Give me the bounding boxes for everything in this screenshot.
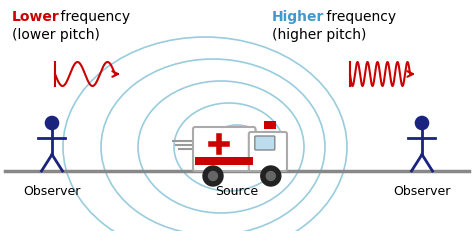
Circle shape <box>415 117 428 130</box>
Text: (lower pitch): (lower pitch) <box>12 28 100 42</box>
FancyBboxPatch shape <box>255 137 275 150</box>
Text: Observer: Observer <box>393 184 451 197</box>
FancyBboxPatch shape <box>249 132 287 171</box>
Circle shape <box>209 172 218 181</box>
Text: Observer: Observer <box>23 184 81 197</box>
Circle shape <box>46 117 59 130</box>
Text: Higher: Higher <box>272 10 324 24</box>
Circle shape <box>261 166 281 186</box>
Text: Source: Source <box>216 184 258 197</box>
Circle shape <box>266 172 275 181</box>
Text: (higher pitch): (higher pitch) <box>272 28 366 42</box>
FancyBboxPatch shape <box>193 128 255 171</box>
Text: frequency: frequency <box>322 10 396 24</box>
Text: Lower: Lower <box>12 10 60 24</box>
Text: frequency: frequency <box>56 10 130 24</box>
Bar <box>195 157 254 165</box>
Bar <box>264 122 276 129</box>
Circle shape <box>203 166 223 186</box>
